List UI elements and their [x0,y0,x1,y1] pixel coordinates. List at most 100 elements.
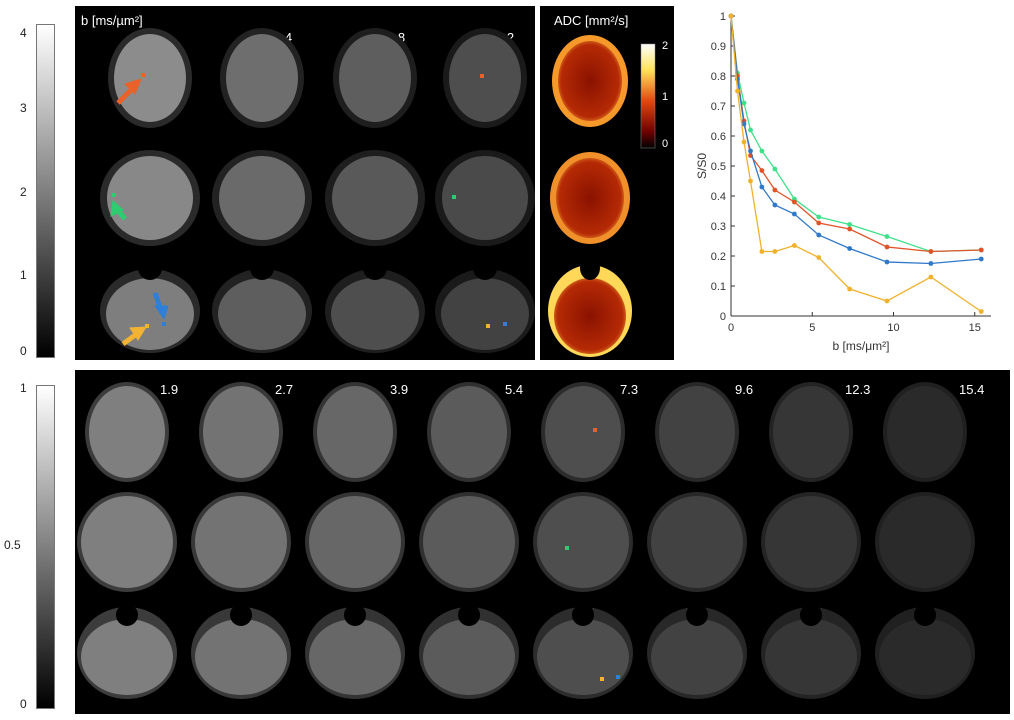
roi-orange [480,74,484,78]
brain-slice-superior-b04 [220,28,304,128]
adc-panel: ADC [mm²/s] 2 1 0 [540,6,674,360]
y-tick-label: 0.2 [711,251,726,263]
adc-map-middle [550,152,630,244]
brain-slice-middle-9.6 [647,492,747,592]
top-colorbar-tick: 3 [20,101,27,115]
brain-slice-superior-7.3 [541,382,625,482]
series-3-point [759,249,765,254]
top-brain-images [100,28,535,353]
series-3-point [816,255,822,260]
roi-yellow [600,677,604,681]
series-2-point [978,256,984,262]
y-tick-label: 0.4 [711,191,726,203]
brain-slice-inferior-2.7 [191,604,291,699]
series-3-point [735,88,740,94]
series-3-point [791,243,797,248]
series-3-point [884,298,890,304]
yellow-arrow-icon [121,326,147,347]
series-2-point [748,148,753,154]
brain-slice-middle-2.7 [191,492,291,592]
brain-slice-middle-b0 [100,150,200,246]
series-3-point [728,13,734,19]
series-2-point [928,261,934,266]
b-value-label: 12.3 [845,382,871,397]
series-1-point [772,187,778,193]
brain-slice-inferior-b04 [212,256,312,353]
brain-slice-inferior-12.3 [761,604,861,699]
series-0-point [759,148,765,154]
series-2-point [772,202,778,208]
series-3-point [978,309,984,314]
series-1-point [847,226,853,232]
adc-map-inferior [548,256,632,357]
brain-slice-inferior-7.3 [533,604,633,699]
y-tick-label: 0.3 [711,221,726,233]
top-colorbar-tick: 0 [20,344,27,358]
series-3-point [772,249,778,254]
adc-label: ADC [mm²/s] [554,13,629,28]
series-2-point [791,211,797,217]
brain-slice-superior-2.7 [199,382,283,482]
series-line-2 [730,15,982,265]
adc-colorbar-tick: 2 [662,40,669,52]
brain-slice-inferior-15.4 [875,604,975,699]
b-value-label: 2.7 [275,382,294,397]
y-tick-label: 0.6 [711,131,726,143]
adc-colorbar-tick: 1 [662,91,669,103]
series-1-point [928,249,934,254]
series-3-point [741,139,747,145]
b-value-label: 3.9 [390,382,409,397]
series-3-point [748,178,753,184]
signal-decay-chart: 0 0.1 0.2 0.3 0.4 0.5 0.6 0.7 0.8 0.9 1 0 5 10 15 b [ms… [690,4,1010,364]
adc-colorbar [640,43,656,149]
series-1-point [978,247,984,253]
series-0-point [816,214,822,220]
series-0-point [772,166,778,172]
series-2-point [759,184,765,190]
series-0-point [748,127,753,133]
y-tick-label: 0.8 [711,71,726,83]
series-2-point [741,121,747,127]
b-value-label: 5.4 [505,382,524,397]
brain-slice-inferior-1.9 [77,604,177,699]
bottom-dwi-panel: 1.9 2.7 3.9 5.4 7.3 9.6 12.3 15.4 [75,370,1010,714]
series-1-point [759,168,765,173]
y-axis-label: S/S0 [695,153,709,179]
x-tick-label: 0 [728,322,734,334]
series-3-point [928,274,934,280]
y-tick-label: 0.5 [711,161,726,173]
series-0-point [847,222,853,227]
series-2-point [884,259,890,265]
brain-slice-middle-3.9 [305,492,405,592]
brain-slice-middle-b08 [325,150,425,246]
roi-blue [162,322,166,326]
roi-blue [616,675,620,679]
x-tick-label: 5 [809,322,815,334]
b-value-label: 1.9 [160,382,179,397]
series-0-point [884,234,890,239]
roi-yellow [145,324,149,328]
y-tick-label: 1 [720,11,726,23]
brain-slice-superior-9.6 [655,382,739,482]
x-tick-label: 15 [969,322,981,334]
roi-orange [141,73,145,77]
brain-slice-middle-b04 [212,150,312,246]
brain-slice-inferior-5.4 [419,604,519,699]
b-value-label: 9.6 [735,382,754,397]
brain-slice-inferior-b0 [100,256,200,353]
b-value-label: 7.3 [620,382,639,397]
y-tick-label: 0 [720,311,726,323]
brain-slice-superior-12.3 [769,382,853,482]
y-tick-label: 0.1 [711,281,726,293]
brain-slice-middle-15.4 [875,492,975,592]
brain-slice-superior-1.9 [85,382,169,482]
y-tick-label: 0.7 [711,101,726,113]
brain-slice-middle-7.3 [533,492,633,592]
top-colorbar-tick: 2 [20,185,27,199]
top-dwi-panel: b [ms/µm²] 0 0.4 0.8 1.2 [75,6,535,360]
series-1-point [791,199,797,205]
series-2-point [847,246,853,251]
bottom-grayscale-colorbar [36,385,55,709]
series-line-1 [730,15,982,253]
series-1-point [816,220,822,226]
